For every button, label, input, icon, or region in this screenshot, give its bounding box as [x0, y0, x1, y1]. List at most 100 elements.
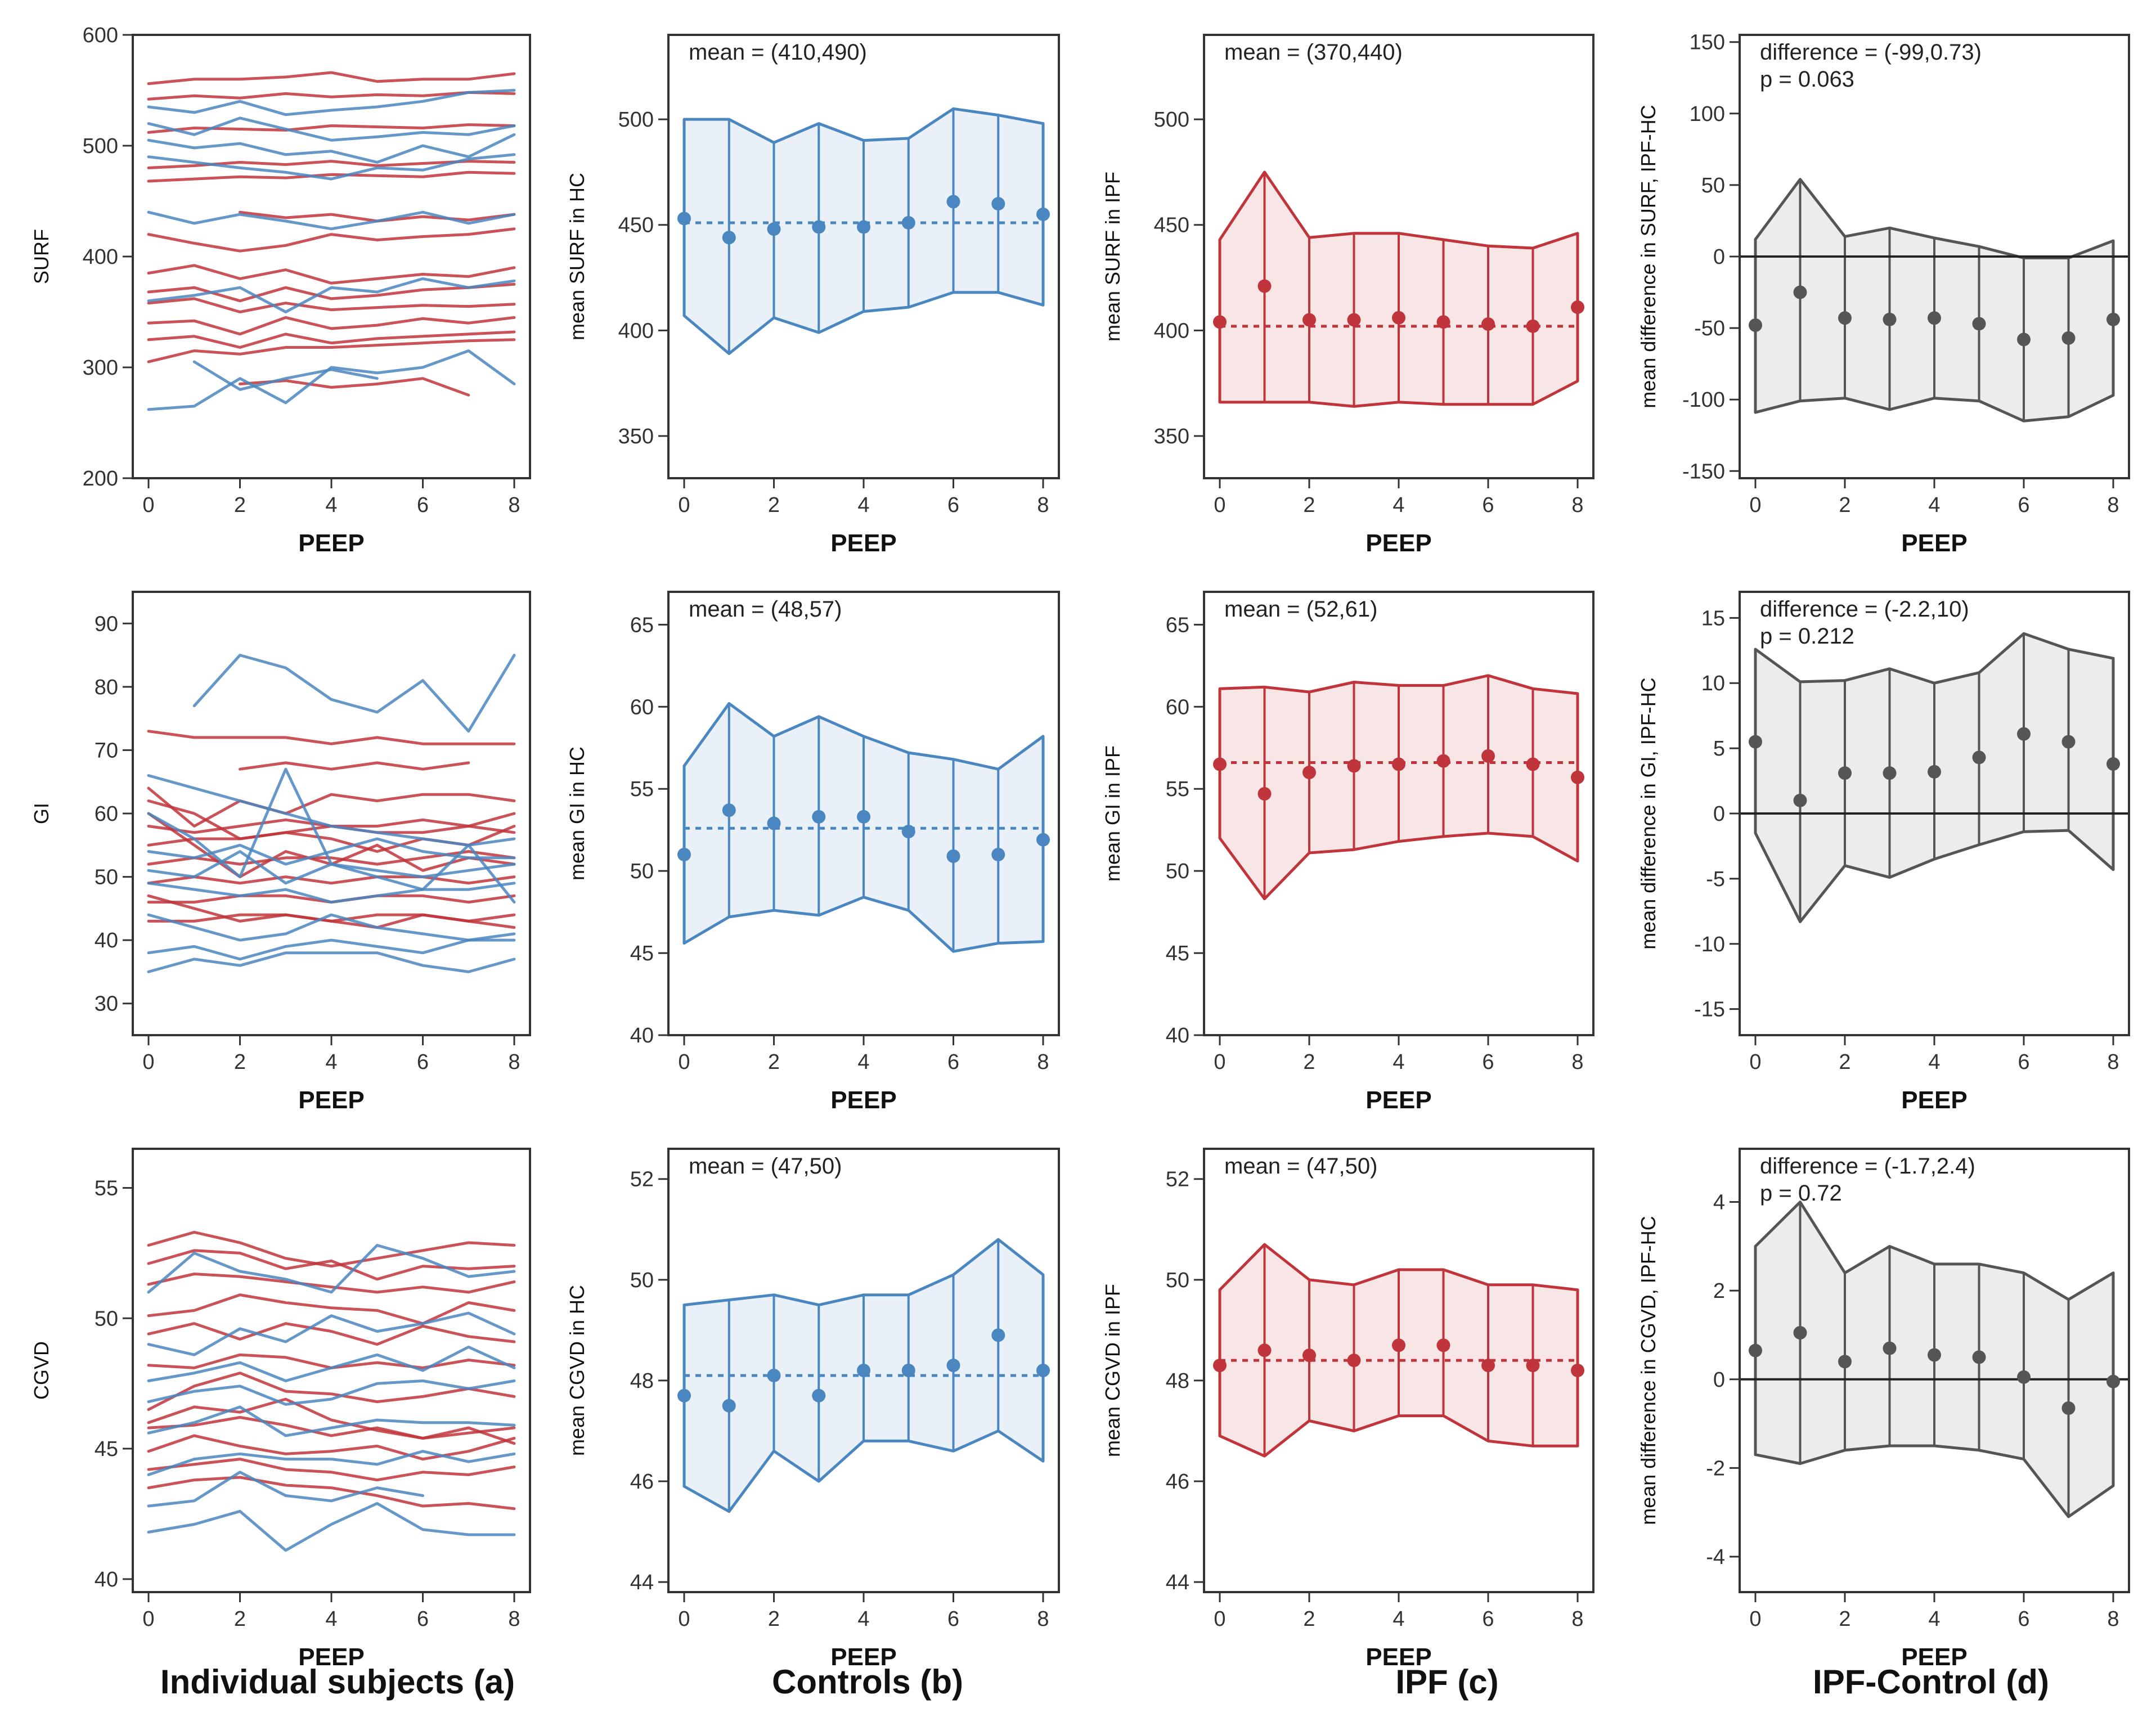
y-tick-label: 0: [1713, 245, 1725, 269]
subject-line-hc-19: [147, 1502, 516, 1552]
subject-line-hc-15: [147, 116, 516, 142]
y-tick-label: 44: [1166, 1571, 1189, 1594]
subject-line-hc-13: [147, 1311, 516, 1356]
y-tick-label: 50: [630, 860, 654, 883]
mean-point-7: [1526, 319, 1540, 333]
subject-line-ipf-11: [147, 1397, 516, 1445]
x-tick-label: 0: [678, 493, 690, 517]
subject-line-hc-17: [147, 1450, 516, 1476]
mean-point-1: [1257, 1343, 1272, 1358]
x-axis-label: PEEP: [1901, 1643, 1967, 1671]
mean-point-7: [991, 847, 1005, 861]
x-tick-label: 4: [857, 1607, 869, 1631]
x-axis-label: PEEP: [1901, 1086, 1967, 1114]
mean-point-3: [1883, 1341, 1897, 1355]
y-axis-label: mean SURF in IPF: [1101, 172, 1124, 341]
y-tick-label: 44: [630, 1571, 654, 1594]
y-tick-label: -150: [1682, 460, 1725, 483]
x-tick-label: 0: [1749, 1050, 1761, 1074]
mean-point-3: [812, 220, 826, 234]
mean-point-5: [901, 215, 915, 230]
mean-point-8: [1036, 833, 1050, 847]
mean-point-1: [1257, 279, 1272, 293]
mean-point-2: [1302, 766, 1316, 780]
panel-surf-b: 0 2 4 6 8 350 400 450 500 PEEP mean SURF in HC mean…: [565, 34, 1060, 557]
mean-point-4: [1928, 1348, 1941, 1362]
mean-point-5: [1972, 750, 1986, 765]
mean-point-6: [1481, 749, 1495, 763]
x-axis-label: PEEP: [298, 529, 364, 557]
panel-surf-a: 0 2 4 6 8 200 300 400 500 600 PEEP SURF: [30, 24, 531, 557]
subject-line-hc-19: [147, 932, 516, 961]
x-axis-label: PEEP: [1366, 1643, 1431, 1671]
x-tick-label: 6: [2018, 1607, 2029, 1631]
x-tick-label: 0: [142, 1607, 154, 1631]
mean-point-4: [1392, 757, 1405, 771]
mean-point-0: [677, 1388, 691, 1403]
subject-line-hc-18: [147, 913, 516, 942]
mean-point-2: [767, 222, 781, 236]
mean-point-0: [677, 212, 691, 226]
y-tick-label: 150: [1690, 31, 1725, 55]
x-tick-label: 2: [234, 1607, 246, 1631]
y-axis-label: mean difference in GI, IPF-HC: [1637, 677, 1660, 950]
mean-point-2: [1838, 311, 1852, 325]
y-tick-label: 90: [95, 612, 118, 636]
mean-point-8: [1036, 1364, 1050, 1377]
mean-point-1: [1793, 285, 1807, 299]
mean-point-4: [1928, 311, 1941, 325]
y-tick-label: 0: [1713, 1368, 1725, 1392]
subject-line-hc-14: [147, 1345, 516, 1382]
y-tick-label: 4: [1713, 1191, 1725, 1215]
subject-line-ipf-7: [147, 264, 516, 285]
x-tick-label: 6: [1482, 493, 1494, 517]
subject-line-hc-20: [147, 951, 516, 973]
subject-line-ipf-1: [147, 91, 516, 101]
subject-line-hc-17: [147, 153, 516, 181]
mean-point-2: [767, 816, 781, 830]
x-tick-label: 0: [1214, 1607, 1225, 1631]
subject-line-ipf-9: [147, 297, 516, 313]
x-tick-label: 2: [1303, 493, 1315, 517]
mean-point-0: [1213, 1359, 1227, 1373]
mean-point-5: [1972, 317, 1986, 331]
x-tick-label: 2: [234, 1050, 246, 1074]
y-axis-label: mean difference in CGVD, IPF-HC: [1637, 1216, 1660, 1525]
mean-point-6: [1481, 317, 1495, 331]
panel-cgvd-a: 0 2 4 6 8 40 45 50 55 PEEP CGVD: [30, 1148, 531, 1671]
x-tick-label: 0: [142, 493, 154, 517]
y-tick-label: 55: [95, 1177, 118, 1201]
p-value-annotation: p = 0.212: [1760, 624, 1854, 649]
mean-point-7: [991, 1328, 1005, 1342]
subject-line-ipf-10: [147, 894, 516, 929]
mean-point-4: [1392, 311, 1405, 325]
p-value-annotation: p = 0.063: [1760, 67, 1854, 92]
x-axis-label: PEEP: [298, 1643, 364, 1671]
column-captions: Individual subjects (a) Controls (b) IPF…: [160, 1663, 2049, 1701]
x-tick-label: 8: [1571, 493, 1583, 517]
x-tick-label: 6: [1482, 1607, 1494, 1631]
x-tick-label: 4: [325, 1050, 337, 1074]
mean-point-7: [2061, 331, 2076, 345]
x-axis-label: PEEP: [830, 529, 896, 557]
caption-controls: Controls (b): [772, 1663, 963, 1701]
x-tick-label: 4: [857, 493, 869, 517]
panel-gi-c: 0 2 4 6 8 40 45 50 55 60 65 PEEP mean GI in IPF mean …: [1101, 591, 1594, 1114]
y-tick-label: 70: [95, 739, 118, 762]
range-annotation: mean = (48,57): [689, 597, 842, 622]
y-tick-label: 0: [1713, 802, 1725, 826]
x-axis-label: PEEP: [830, 1086, 896, 1114]
x-tick-label: 4: [1928, 1607, 1940, 1631]
subject-line-hc-17: [147, 882, 516, 904]
subject-line-ipf-6: [147, 850, 516, 866]
y-tick-label: 48: [1166, 1369, 1189, 1393]
panel-gi-a: 0 2 4 6 8 30 40 50 60 70 80 90 PEEP GI: [30, 591, 531, 1114]
subject-line-ipf-4: [147, 170, 516, 183]
mean-point-6: [946, 195, 960, 209]
y-tick-label: 48: [630, 1369, 654, 1393]
caption-individual-subjects: Individual subjects (a): [160, 1663, 515, 1701]
mean-point-3: [812, 1388, 826, 1403]
mean-point-2: [1838, 766, 1852, 780]
